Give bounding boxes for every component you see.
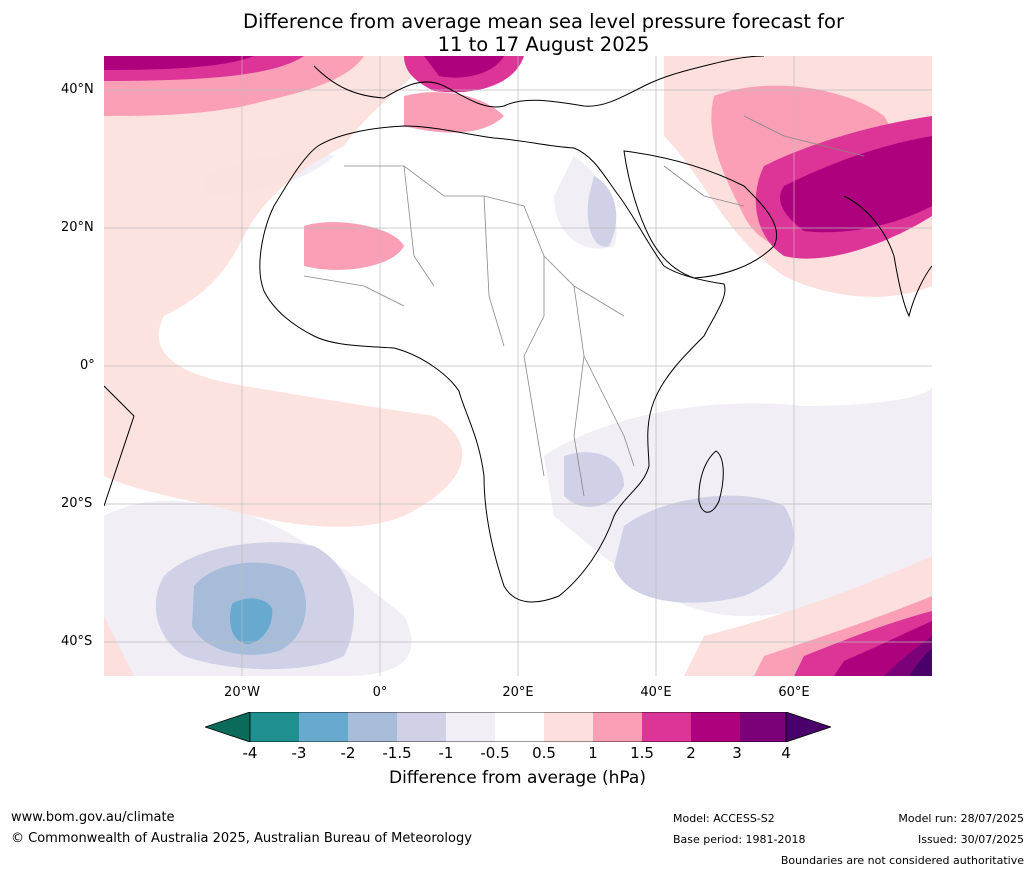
arabia-coastline [623, 150, 778, 279]
graticule [104, 56, 932, 676]
country-borders [303, 115, 865, 497]
africa-coastline [259, 125, 726, 603]
colorbar-bin-7 [544, 712, 593, 742]
colorbar-tick: -4 [242, 744, 258, 762]
map-svg [104, 56, 932, 676]
colorbar-tick: -1.5 [382, 744, 412, 762]
colorbar-bin-6 [495, 712, 544, 742]
pressure-anomaly-map [104, 56, 932, 676]
colorbar-tick: -2 [340, 744, 356, 762]
colorbar-tick: 1 [588, 744, 598, 762]
boundaries-disclaimer: Boundaries are not considered authoritat… [780, 854, 1024, 867]
base-period: Base period: 1981-2018 [673, 833, 806, 846]
colorbar-tick: -3 [291, 744, 307, 762]
colorbar-tick: 0.5 [532, 744, 556, 762]
lon-label-40e: 40°E [640, 685, 672, 700]
colorbar-bin-3 [348, 712, 397, 742]
lat-label-equator: 0° [80, 358, 95, 373]
colorbar-label: Difference from average (hPa) [389, 768, 646, 788]
colorbar [205, 712, 831, 742]
colorbar-tick: 2 [686, 744, 696, 762]
colorbar-bin-5 [446, 712, 495, 742]
lat-label-20s: 20°S [61, 496, 93, 511]
lat-label-20n: 20°N [61, 220, 94, 235]
colorbar-tick: -0.5 [480, 744, 510, 762]
colorbar-bin-11 [740, 712, 786, 742]
colorbar-tick: 3 [732, 744, 742, 762]
copyright-text: © Commonwealth of Australia 2025, Austra… [11, 831, 472, 846]
india-coastline [843, 195, 932, 318]
colorbar-bin-4 [397, 712, 446, 742]
colorbar-bin-8 [593, 712, 642, 742]
issued-date: Issued: 30/07/2025 [917, 833, 1024, 846]
website-link[interactable]: www.bom.gov.au/climate [11, 810, 175, 825]
colorbar-bin-10 [691, 712, 740, 742]
lon-label-20e: 20°E [502, 685, 534, 700]
title-line-2: 11 to 17 August 2025 [437, 33, 650, 56]
colorbar-bin-9 [642, 712, 691, 742]
chart-title: Difference from average mean sea level p… [0, 10, 1035, 56]
colorbar-tick: 4 [781, 744, 791, 762]
colorbar-extend-max [785, 712, 831, 742]
lon-label-60e: 60°E [778, 685, 810, 700]
lat-label-40s: 40°S [61, 634, 93, 649]
colorbar-bin-2 [299, 712, 348, 742]
anomaly-negative-core [229, 598, 273, 644]
title-line-1: Difference from average mean sea level p… [243, 10, 844, 33]
model-run-date: Model run: 28/07/2025 [898, 812, 1024, 825]
south-america-coastline [104, 385, 135, 507]
colorbar-extend-min [205, 712, 251, 742]
lat-label-40n: 40°N [61, 82, 94, 97]
anomaly-above-max [909, 648, 932, 676]
colorbar-bin-1 [250, 712, 299, 742]
lon-label-0: 0° [372, 685, 388, 700]
colorbar-tick: 1.5 [630, 744, 654, 762]
europe-coastline [313, 56, 765, 108]
lon-label-20w: 20°W [224, 685, 260, 700]
colorbar-tick: -1 [438, 744, 454, 762]
model-name: Model: ACCESS-S2 [673, 812, 775, 825]
madagascar-coastline [698, 450, 724, 513]
